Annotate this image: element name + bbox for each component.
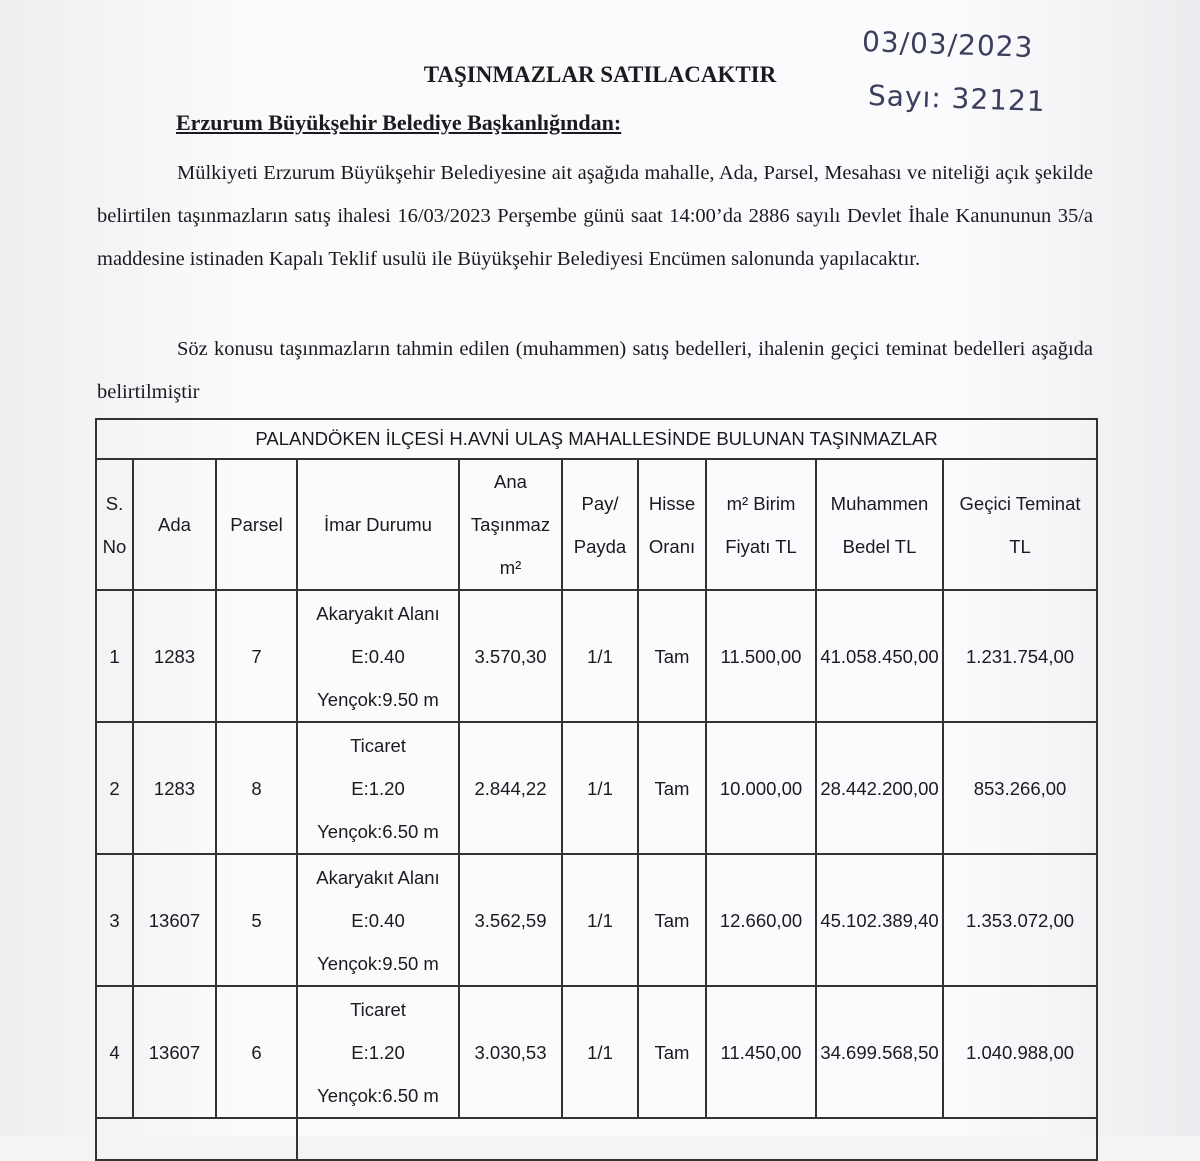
table-cell: 1.353.072,00 <box>941 853 1099 987</box>
zoning-line: E:1.20 <box>351 1041 405 1063</box>
zoning-line: Yençok:6.50 m <box>317 1084 439 1106</box>
table-cell: 1/1 <box>561 853 639 987</box>
column-header: İmar Durumu <box>296 458 460 591</box>
table-cell: 1/1 <box>561 985 639 1119</box>
paragraph-1: Mülkiyeti Erzurum Büyükşehir Belediyesin… <box>97 162 1093 270</box>
table-cell: 3.562,59 <box>458 853 563 987</box>
table-cell: 3.570,30 <box>458 589 563 723</box>
table-cell <box>95 1117 298 1161</box>
table-cell: 5 <box>215 853 298 987</box>
table-cell: 1 <box>95 589 134 723</box>
table-cell: Tam <box>637 721 707 855</box>
table-cell: 1.040.988,00 <box>941 985 1099 1119</box>
table-cell: 10.000,00 <box>705 721 817 855</box>
zoning-line: Ticaret <box>350 734 406 756</box>
zoning-line: E:0.40 <box>351 909 405 931</box>
zoning-line: Yençok:9.50 m <box>317 952 439 974</box>
table-cell: 45.102.389,40 <box>815 853 944 987</box>
handwritten-date: 03/03/2023 <box>861 25 1034 64</box>
table-cell: Tam <box>637 853 707 987</box>
table-cell: 11.500,00 <box>705 589 817 723</box>
table-row-partial <box>95 1117 1099 1161</box>
table-cell: 6 <box>215 985 298 1119</box>
document-title: TAŞINMAZLAR SATILACAKTIR <box>423 62 777 87</box>
table-title: PALANDÖKEN İLÇESİ H.AVNİ ULAŞ MAHALLESİN… <box>94 418 1099 460</box>
table-cell: 3 <box>95 853 134 987</box>
header-line: m² <box>499 557 522 578</box>
table-cell: 4 <box>95 985 134 1119</box>
table-cell: Tam <box>637 985 707 1119</box>
table-cell: 1283 <box>132 589 217 723</box>
header-line: Pay/ <box>581 492 619 514</box>
header-line: Hisse <box>648 492 696 514</box>
table-cell: 2.844,22 <box>458 721 563 855</box>
column-header: Hisse Oranı <box>637 458 707 591</box>
column-header: Muhammen Bedel TL <box>815 458 944 591</box>
header-line: Ada <box>158 514 191 535</box>
zoning-line: E:1.20 <box>351 777 405 799</box>
header-line: İmar Durumu <box>324 514 432 535</box>
table-cell: 3.030,53 <box>458 985 563 1119</box>
document-subtitle: Erzurum Büyükşehir Belediye Başkanlığınd… <box>176 110 622 135</box>
table-cell: 2 <box>95 721 134 855</box>
table-cell: Akaryakıt Alanı E:0.40 Yençok:9.50 m <box>296 589 460 723</box>
table-cell: Akaryakıt Alanı E:0.40 Yençok:9.50 m <box>296 853 460 987</box>
table-cell: 1.231.754,00 <box>941 589 1099 723</box>
zoning-line: Yençok:9.50 m <box>317 688 439 710</box>
column-header: S. No <box>95 458 134 591</box>
property-table: PALANDÖKEN İLÇESİ H.AVNİ ULAŞ MAHALLESİN… <box>94 418 1099 1161</box>
column-header: Geçici Teminat TL <box>941 458 1099 591</box>
table-cell: Ticaret E:1.20 Yençok:6.50 m <box>296 721 460 855</box>
column-header: Pay/Payda <box>561 458 639 591</box>
table-cell <box>295 1117 1099 1161</box>
header-line: Payda <box>573 535 627 557</box>
header-line: Fiyatı TL <box>725 535 797 557</box>
zoning-line: Ticaret <box>350 998 406 1020</box>
column-header: Parsel <box>215 458 298 591</box>
table-cell: 853.266,00 <box>941 721 1099 855</box>
header-line: m² Birim <box>726 492 796 514</box>
header-line: No <box>102 535 127 557</box>
header-line: S. <box>105 492 124 514</box>
header-line: TL <box>1009 535 1031 557</box>
table-cell: 13607 <box>132 853 217 987</box>
header-line: Taşınmaz <box>470 514 551 535</box>
header-line: Muhammen <box>830 492 929 514</box>
table-cell: 7 <box>215 589 298 723</box>
table-cell: Ticaret E:1.20 Yençok:6.50 m <box>296 985 460 1119</box>
table-row: 4 13607 6 Ticaret E:1.20 Yençok:6.50 m 3.030,5… <box>95 985 1099 1119</box>
zoning-line: E:0.40 <box>351 645 405 667</box>
header-line: Bedel TL <box>842 535 917 557</box>
header-line: Parsel <box>230 514 283 535</box>
table-cell: 1283 <box>132 721 217 855</box>
table-cell: 28.442.200,00 <box>815 721 944 855</box>
header-line: Oranı <box>648 535 696 557</box>
zoning-line: Akaryakıt Alanı <box>316 866 440 888</box>
table-cell: Tam <box>637 589 707 723</box>
table-cell: 41.058.450,00 <box>815 589 944 723</box>
table-row: 2 1283 8 Ticaret E:1.20 Yençok:6.50 m 2.844,22… <box>95 721 1099 855</box>
header-line: Geçici Teminat <box>959 492 1081 514</box>
header-line: Ana <box>494 471 527 492</box>
column-header: Ana Taşınmaz m² <box>458 458 563 591</box>
table-row: 1 1283 7 Akaryakıt Alanı E:0.40 Yençok:9.50 m… <box>95 589 1099 723</box>
paragraph-2: Söz konusu taşınmazların tahmin edilen (… <box>97 338 1093 403</box>
table-row: 3 13607 5 Akaryakıt Alanı E:0.40 Yençok:9.50 … <box>95 853 1099 987</box>
table-cell: 8 <box>215 721 298 855</box>
table-cell: 13607 <box>132 985 217 1119</box>
zoning-line: Yençok:6.50 m <box>317 820 439 842</box>
zoning-line: Akaryakıt Alanı <box>316 602 440 624</box>
table-cell: 1/1 <box>561 589 639 723</box>
table-cell: 12.660,00 <box>705 853 817 987</box>
table-cell: 11.450,00 <box>705 985 817 1119</box>
table-cell: 34.699.568,50 <box>815 985 944 1119</box>
table-cell: 1/1 <box>561 721 639 855</box>
column-header: m² Birim Fiyatı TL <box>705 458 817 591</box>
column-header: Ada <box>132 458 217 591</box>
